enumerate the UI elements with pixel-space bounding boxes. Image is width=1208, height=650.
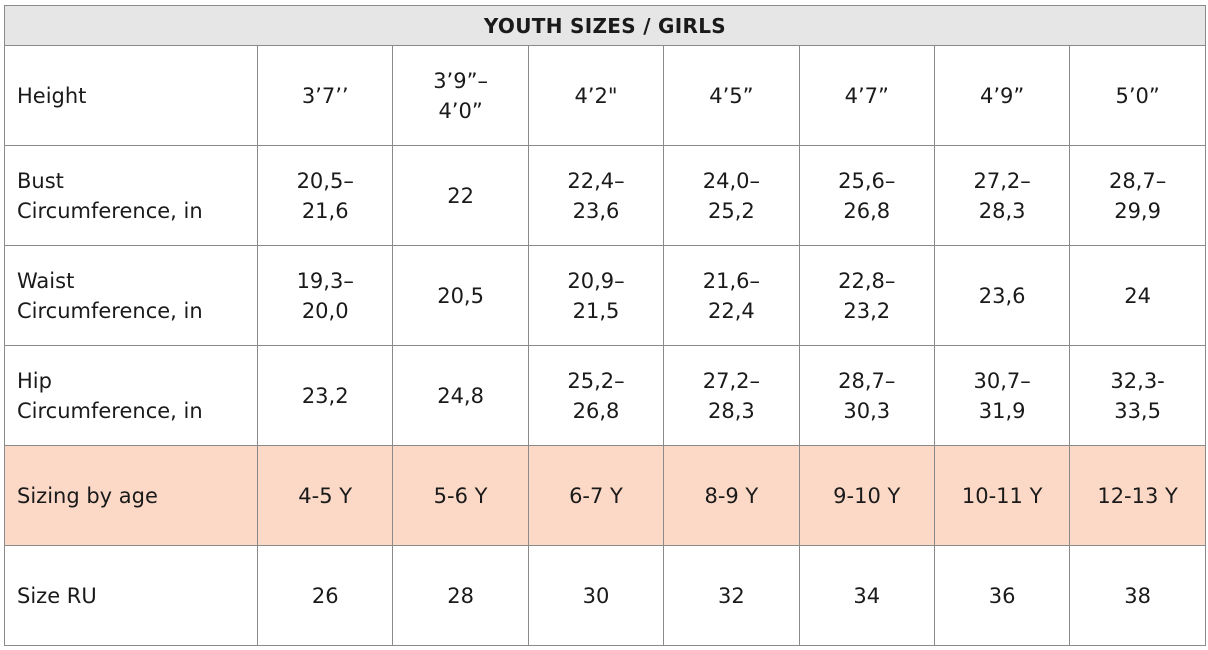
table-cell: 19,3– 20,0 — [256, 245, 394, 346]
table-cell: 32,3- 33,5 — [1069, 345, 1206, 446]
table-cell: 28 — [392, 545, 529, 646]
table-cell: 36 — [933, 545, 1071, 646]
row-label: Sizing by age — [4, 445, 258, 546]
table-cell: 26 — [256, 545, 394, 646]
table-cell: 30 — [527, 545, 665, 646]
table-cell: 25,2– 26,8 — [527, 345, 665, 446]
table-cell: 22,4– 23,6 — [527, 145, 665, 246]
table-cell: 5’0” — [1069, 45, 1206, 146]
table-cell: 21,6– 22,4 — [663, 245, 800, 346]
table-cell: 27,2– 28,3 — [663, 345, 800, 446]
row-label: Waist Circumference, in — [4, 245, 258, 346]
table-cell: 28,7– 30,3 — [798, 345, 935, 446]
table-cell: 4’5” — [663, 45, 800, 146]
table-cell: 34 — [798, 545, 935, 646]
table-cell: 6-7 Y — [527, 445, 665, 546]
table-cell: 3’9”– 4’0” — [392, 45, 529, 146]
table-cell: 24,0– 25,2 — [663, 145, 800, 246]
row-label: Bust Circumference, in — [4, 145, 258, 246]
table-cell: 22 — [392, 145, 529, 246]
table-cell: 20,5– 21,6 — [256, 145, 394, 246]
table-row: Size RU 26 28 30 32 34 36 38 — [4, 545, 1206, 646]
table-cell: 27,2– 28,3 — [933, 145, 1071, 246]
size-chart: YOUTH SIZES / GIRLS Height 3’7’’ 3’9”– 4’0… — [4, 5, 1206, 646]
table-cell: 30,7– 31,9 — [933, 345, 1071, 446]
table-cell: 4’7” — [798, 45, 935, 146]
table-cell: 32 — [663, 545, 800, 646]
table-row: Hip Circumference, in 23,2 24,8 25,2– 26,8 2… — [4, 345, 1206, 446]
table-cell: 22,8– 23,2 — [798, 245, 935, 346]
table-row: Height 3’7’’ 3’9”– 4’0” 4’2" 4’5” 4’7” 4’9” 5’0… — [4, 45, 1206, 146]
row-label: Size RU — [4, 545, 258, 646]
table-cell: 5-6 Y — [392, 445, 529, 546]
title-row: YOUTH SIZES / GIRLS — [4, 5, 1206, 46]
table-cell: 9-10 Y — [798, 445, 935, 546]
table-cell: 38 — [1069, 545, 1206, 646]
table-cell: 24 — [1069, 245, 1206, 346]
table-row: Waist Circumference, in 19,3– 20,0 20,5 20,… — [4, 245, 1206, 346]
table-cell: 23,6 — [933, 245, 1071, 346]
table-cell: 25,6– 26,8 — [798, 145, 935, 246]
table-cell: 4’2" — [527, 45, 665, 146]
table-cell: 4-5 Y — [256, 445, 394, 546]
table-cell: 20,9– 21,5 — [527, 245, 665, 346]
table-cell: 20,5 — [392, 245, 529, 346]
table-cell: 4’9” — [933, 45, 1071, 146]
table-cell: 8-9 Y — [663, 445, 800, 546]
table-body: Height 3’7’’ 3’9”– 4’0” 4’2" 4’5” 4’7” 4’9” 5’0… — [4, 45, 1206, 646]
table-cell: 23,2 — [256, 345, 394, 446]
size-table: YOUTH SIZES / GIRLS Height 3’7’’ 3’9”– 4’0… — [4, 5, 1206, 646]
table-cell: 12-13 Y — [1069, 445, 1206, 546]
table-cell: 28,7– 29,9 — [1069, 145, 1206, 246]
row-label: Height — [4, 45, 258, 146]
table-title: YOUTH SIZES / GIRLS — [4, 5, 1206, 46]
table-row: Bust Circumference, in 20,5– 21,6 22 22,4– … — [4, 145, 1206, 246]
table-cell: 24,8 — [392, 345, 529, 446]
table-cell: 10-11 Y — [933, 445, 1071, 546]
table-cell: 3’7’’ — [256, 45, 394, 146]
row-label: Hip Circumference, in — [4, 345, 258, 446]
